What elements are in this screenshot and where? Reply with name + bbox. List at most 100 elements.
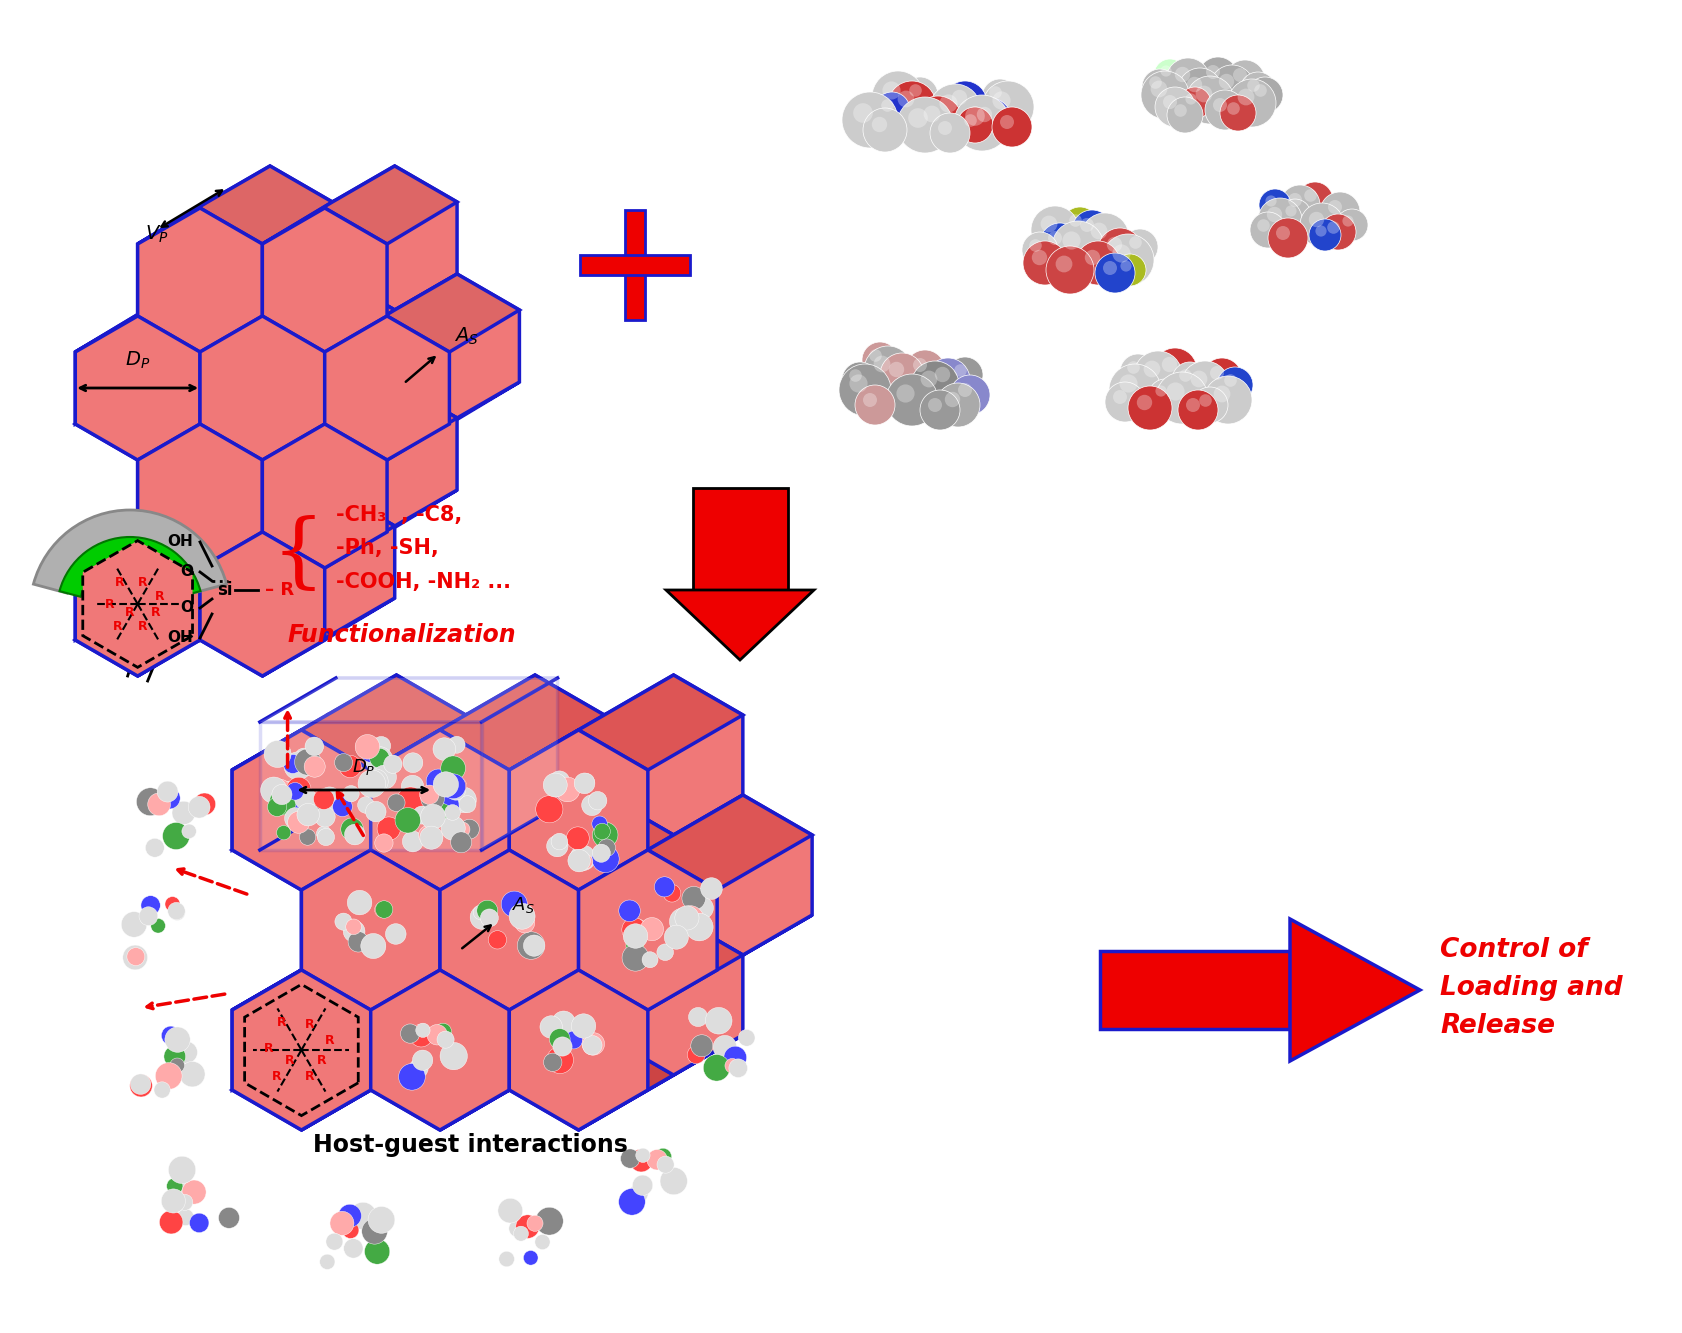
Circle shape: [1122, 229, 1157, 265]
Polygon shape: [262, 167, 458, 244]
Circle shape: [646, 1149, 668, 1170]
Circle shape: [1029, 239, 1041, 252]
Circle shape: [700, 877, 722, 900]
Circle shape: [523, 934, 545, 956]
Polygon shape: [207, 383, 331, 527]
Circle shape: [365, 746, 394, 774]
Polygon shape: [648, 914, 812, 1010]
Circle shape: [636, 1148, 649, 1162]
Circle shape: [912, 359, 927, 372]
Circle shape: [952, 89, 967, 105]
Circle shape: [294, 749, 321, 776]
Circle shape: [839, 364, 890, 416]
Polygon shape: [325, 275, 520, 352]
Circle shape: [315, 806, 335, 826]
Polygon shape: [269, 491, 395, 635]
Circle shape: [873, 356, 890, 372]
Circle shape: [316, 826, 331, 841]
Circle shape: [954, 95, 1009, 151]
Polygon shape: [244, 984, 358, 1116]
Text: $A_S$: $A_S$: [454, 325, 478, 347]
Circle shape: [897, 91, 913, 108]
Circle shape: [676, 905, 703, 933]
Circle shape: [267, 797, 286, 816]
Text: R: R: [284, 1053, 294, 1066]
Polygon shape: [510, 730, 648, 890]
Polygon shape: [439, 834, 535, 970]
Polygon shape: [262, 424, 387, 568]
Circle shape: [126, 948, 145, 965]
Polygon shape: [262, 383, 395, 460]
Circle shape: [1213, 385, 1230, 403]
Circle shape: [1327, 221, 1339, 233]
Circle shape: [168, 1156, 195, 1184]
Circle shape: [375, 902, 389, 917]
Circle shape: [863, 393, 876, 407]
Polygon shape: [145, 275, 269, 419]
Polygon shape: [370, 970, 510, 1130]
Circle shape: [488, 930, 506, 949]
Circle shape: [622, 944, 649, 972]
Circle shape: [1112, 391, 1127, 404]
Text: R: R: [138, 620, 148, 632]
Bar: [259, 722, 481, 850]
Circle shape: [441, 816, 464, 840]
Circle shape: [1055, 256, 1071, 272]
Polygon shape: [138, 208, 262, 352]
Circle shape: [395, 808, 420, 833]
Circle shape: [1216, 367, 1253, 403]
Polygon shape: [138, 203, 207, 316]
Circle shape: [967, 99, 1011, 143]
Circle shape: [579, 854, 592, 869]
Polygon shape: [673, 794, 812, 954]
Circle shape: [871, 117, 886, 132]
Circle shape: [1075, 241, 1119, 285]
Polygon shape: [466, 674, 604, 834]
Circle shape: [1154, 59, 1186, 91]
Circle shape: [177, 1209, 193, 1225]
Circle shape: [1166, 59, 1209, 103]
Circle shape: [513, 1226, 528, 1241]
Circle shape: [567, 826, 589, 849]
Text: R: R: [155, 589, 165, 603]
Polygon shape: [510, 674, 742, 770]
Circle shape: [723, 1046, 747, 1069]
Wedge shape: [34, 511, 227, 593]
Circle shape: [690, 1034, 713, 1057]
Circle shape: [419, 785, 439, 804]
Polygon shape: [579, 794, 812, 890]
Circle shape: [283, 754, 303, 773]
Polygon shape: [76, 532, 200, 676]
Circle shape: [1179, 87, 1211, 119]
Circle shape: [498, 1252, 515, 1266]
Circle shape: [1258, 189, 1290, 221]
Polygon shape: [262, 203, 331, 316]
Circle shape: [441, 774, 466, 798]
Circle shape: [1095, 253, 1134, 293]
Polygon shape: [325, 275, 458, 352]
Circle shape: [284, 752, 311, 780]
Text: $D_P$: $D_P$: [352, 757, 375, 777]
Circle shape: [1085, 249, 1100, 265]
Circle shape: [390, 926, 404, 941]
Circle shape: [881, 99, 893, 112]
Circle shape: [908, 108, 927, 128]
Circle shape: [1275, 227, 1288, 240]
Circle shape: [547, 836, 567, 857]
Polygon shape: [200, 532, 325, 676]
Text: $V_P$: $V_P$: [145, 224, 168, 245]
Circle shape: [597, 838, 616, 856]
Circle shape: [622, 924, 648, 948]
Circle shape: [1149, 76, 1161, 89]
Circle shape: [1162, 95, 1176, 109]
Circle shape: [553, 1037, 572, 1056]
Circle shape: [439, 1042, 468, 1070]
Polygon shape: [138, 419, 207, 532]
Polygon shape: [510, 970, 648, 1130]
Circle shape: [365, 801, 385, 822]
Circle shape: [639, 917, 663, 941]
Circle shape: [1021, 232, 1058, 268]
Polygon shape: [232, 914, 466, 1010]
Circle shape: [1319, 192, 1359, 232]
Circle shape: [177, 1194, 193, 1210]
